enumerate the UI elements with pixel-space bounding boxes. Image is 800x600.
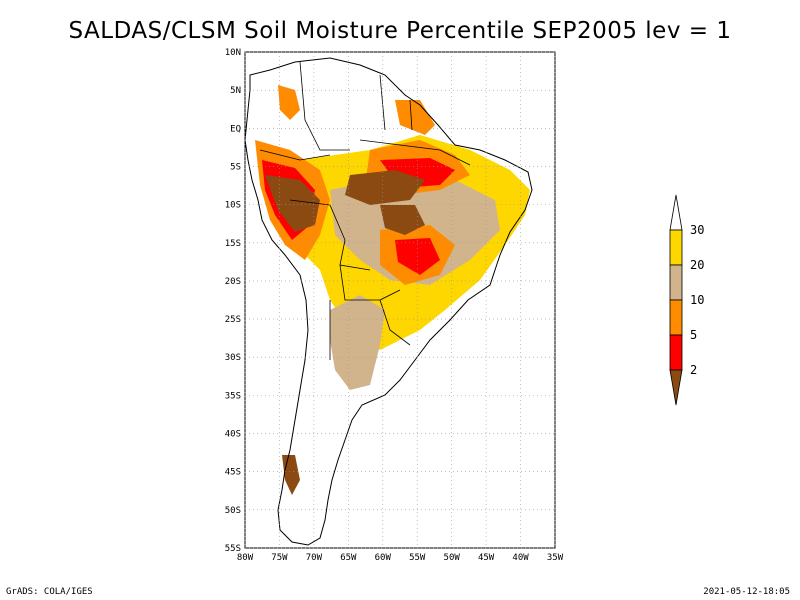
legend-label-5: 5 [690,328,697,342]
moisture-data-layer [255,85,530,495]
country-borders [259,61,471,360]
latitude-labels: 10N 5N EQ 5S 10S 15S 20S 25S 30S 35S 40S 45S 50S 55S [225,48,241,554]
region-brown-west [265,175,320,232]
lat-label: 5N [230,86,241,96]
lon-label: 70W [306,553,323,563]
lat-label: 25S [225,315,241,325]
region-brown-north [345,170,425,205]
lat-label: 35S [225,391,241,401]
lon-label: 35W [547,553,564,563]
coastline [244,57,533,546]
lat-label: 50S [225,506,241,516]
lon-label: 50W [444,553,461,563]
lon-label: 80W [237,553,254,563]
region-tan-south [330,295,385,390]
footer-credit: GrADS: COLA/IGES [6,587,93,597]
lat-label: 10S [225,201,241,211]
footer-timestamp: 2021-05-12-18:05 [703,587,790,597]
lon-label: 55W [409,553,426,563]
legend-cap-bottom [669,369,683,406]
legend-label-2: 2 [690,363,697,377]
lon-label: 60W [375,553,392,563]
legend-label-30: 30 [690,223,704,237]
legend-cap-top [669,194,683,231]
color-legend: 30 20 10 5 2 [669,194,704,406]
lon-label: 40W [512,553,529,563]
legend-label-20: 20 [690,258,704,272]
region-brown-center [380,205,425,235]
lat-label: 5S [230,162,241,172]
map-title: SALDAS/CLSM Soil Moisture Percentile SEP… [68,18,732,44]
lat-label: 45S [225,468,241,478]
lat-label: 55S [225,544,241,554]
gridlines [244,51,556,549]
legend-box-20 [669,264,683,301]
lat-label: 15S [225,239,241,249]
lat-label: 10N [225,48,241,58]
lat-label: EQ [230,124,241,134]
legend-box-30 [669,229,683,266]
lon-label: 75W [271,553,288,563]
lat-label: 30S [225,353,241,363]
lat-label: 20S [225,277,241,287]
lat-label: 40S [225,430,241,440]
region-orange-guiana [395,100,435,135]
legend-box-5 [669,334,683,371]
lon-label: 65W [340,553,357,563]
region-orange-northwest [278,85,300,120]
legend-box-10 [669,299,683,336]
lon-label: 45W [478,553,495,563]
longitude-labels: 80W 75W 70W 65W 60W 55W 50W 45W 40W 35W [237,553,564,563]
legend-label-10: 10 [690,293,704,307]
